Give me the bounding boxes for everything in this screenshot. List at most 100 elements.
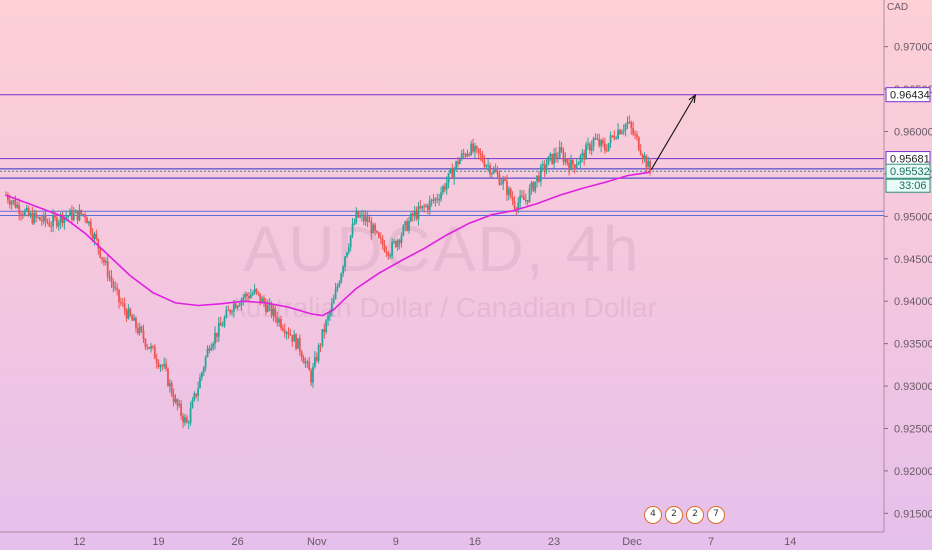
candle-body xyxy=(223,317,226,326)
x-tick-label: 19 xyxy=(152,536,164,548)
candle-body xyxy=(545,165,548,171)
candle-body xyxy=(581,152,584,156)
candle-body xyxy=(502,179,505,184)
candle-body xyxy=(351,224,354,236)
candle-body xyxy=(415,211,418,219)
candle-body xyxy=(298,338,301,352)
resistance-top-price-tag: 0.96434 xyxy=(890,90,930,102)
candle-body xyxy=(387,252,390,256)
candle-body xyxy=(353,222,356,225)
candle-body xyxy=(114,287,117,289)
candle-body xyxy=(615,138,618,140)
candle-body xyxy=(374,224,377,231)
x-tick-label: 16 xyxy=(469,536,481,548)
candle-body xyxy=(455,161,458,169)
candle-body xyxy=(489,165,491,175)
candle-body xyxy=(46,221,49,223)
candle-body xyxy=(280,319,282,328)
candle-body xyxy=(204,356,207,368)
candle-body xyxy=(347,247,350,253)
y-tick-label: 0.96000 xyxy=(894,127,932,139)
candle-body xyxy=(564,158,567,162)
resistance-mid-price-tag: 0.95681 xyxy=(890,154,930,166)
candle-body xyxy=(33,212,36,224)
candle-body xyxy=(255,288,258,292)
candle-body xyxy=(257,291,260,294)
candle-body xyxy=(600,140,603,146)
candle-body xyxy=(483,161,486,167)
candle-body xyxy=(511,197,514,202)
candle-body xyxy=(492,169,495,174)
candle-body xyxy=(35,212,38,218)
countdown-label: 33:06 xyxy=(899,180,927,192)
currency-code: CAD xyxy=(887,2,909,13)
candle-body xyxy=(48,222,51,227)
candle-body xyxy=(468,153,471,155)
candle-body xyxy=(208,348,211,351)
candle-body xyxy=(507,188,510,195)
candle-body xyxy=(150,346,152,349)
candle-body xyxy=(551,153,554,164)
candle-body xyxy=(385,251,388,253)
candle-body xyxy=(172,394,175,402)
candle-body xyxy=(362,214,365,222)
candle-body xyxy=(458,159,461,165)
candle-body xyxy=(345,252,348,257)
candle-body xyxy=(536,175,538,182)
description-watermark: Australian Dollar / Canadian Dollar xyxy=(227,292,657,323)
candle-body xyxy=(379,237,382,239)
economic-event-marker[interactable]: 7 xyxy=(707,506,725,524)
candle-body xyxy=(210,347,213,351)
candle-body xyxy=(121,303,124,305)
candle-body xyxy=(63,216,66,224)
candle-body xyxy=(131,315,134,321)
candle-body xyxy=(449,168,452,174)
candle-body xyxy=(340,273,343,283)
candle-body xyxy=(538,175,540,182)
candle-body xyxy=(636,134,638,138)
candle-body xyxy=(526,199,529,202)
economic-event-marker[interactable]: 4 xyxy=(644,506,662,524)
candle-body xyxy=(270,303,273,316)
current-price-tag-bg xyxy=(885,163,931,179)
candle-body xyxy=(560,147,563,152)
candle-body xyxy=(609,135,612,144)
candle-body xyxy=(37,217,39,219)
candle-body xyxy=(40,220,43,222)
candle-body xyxy=(191,400,194,409)
candle-body xyxy=(500,183,503,185)
x-tick-label: 26 xyxy=(232,536,244,548)
candle-body xyxy=(587,143,589,145)
candle-body xyxy=(227,309,230,311)
candle-body xyxy=(163,363,166,367)
candle-body xyxy=(234,303,237,309)
candle-body xyxy=(428,200,431,210)
economic-event-marker[interactable]: 2 xyxy=(665,506,683,524)
candle-body xyxy=(573,164,576,168)
candle-body xyxy=(523,196,525,200)
candle-body xyxy=(434,198,437,201)
candle-body xyxy=(368,221,371,223)
candle-body xyxy=(466,153,469,157)
candle-body xyxy=(106,261,109,277)
candle-body xyxy=(336,286,339,290)
x-tick-label: 14 xyxy=(784,536,796,548)
candle-body xyxy=(607,143,610,151)
candle-body xyxy=(148,347,151,349)
candle-body xyxy=(645,155,648,168)
candle-body xyxy=(152,346,154,348)
economic-event-marker[interactable]: 2 xyxy=(686,506,704,524)
candle-body xyxy=(74,210,77,213)
candle-body xyxy=(532,182,535,192)
candle-body xyxy=(42,214,45,222)
candle-body xyxy=(541,164,544,167)
candle-body xyxy=(304,361,307,364)
candle-body xyxy=(248,296,250,299)
candle-body xyxy=(54,215,56,218)
candle-body xyxy=(67,216,70,218)
candle-body xyxy=(549,153,552,157)
candle-body xyxy=(504,179,506,181)
